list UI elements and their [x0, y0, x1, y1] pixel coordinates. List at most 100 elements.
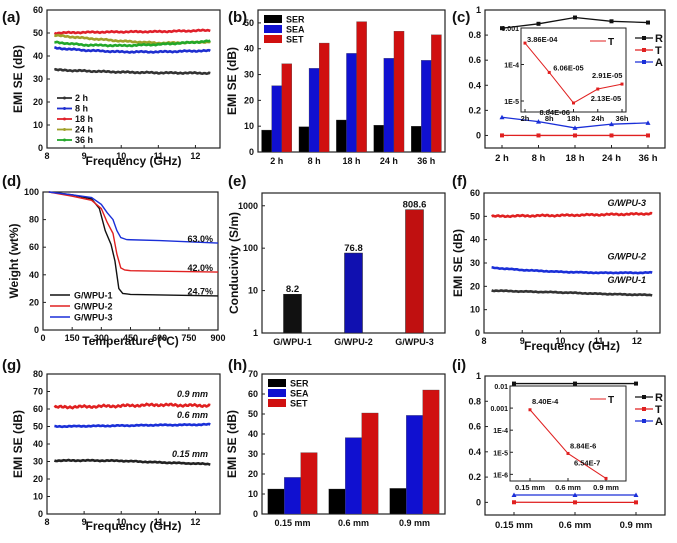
x-tick-label: 36 h [638, 153, 657, 164]
legend-marker [642, 407, 646, 411]
y-tick-label: 0 [34, 325, 39, 335]
panel-label-g: (g) [2, 357, 21, 374]
series-annotation: 0.9 mm [177, 389, 208, 399]
y-tick-label: 30 [33, 74, 43, 84]
panel-label-f: (f) [452, 173, 467, 190]
x-axis-title: Frequency (GHz) [85, 154, 181, 168]
y-tick-label: 80 [29, 215, 39, 225]
inset-marker-T [604, 476, 608, 480]
marker-T [512, 500, 516, 505]
panel-label-a: (a) [2, 9, 20, 26]
marker-A [645, 120, 651, 125]
y-tick-label: 80 [33, 369, 43, 379]
bar-G/WPU-2 [344, 252, 363, 334]
y-tick-label: 40 [244, 44, 254, 54]
y-tick-label: 60 [33, 404, 43, 414]
y-tick-label: 0 [475, 328, 480, 338]
x-tick-label: 12 [190, 517, 200, 527]
y-tick-label: 0.6 [468, 422, 481, 432]
inset-y-tick-label: 1E-6 [493, 472, 508, 479]
legend-marker [63, 107, 66, 110]
legend-swatch [264, 15, 282, 23]
marker-R [512, 381, 516, 386]
y-axis-title: EMI SE (dB) [225, 47, 239, 115]
y-tick-label: 1000 [238, 201, 258, 211]
legend-marker [642, 36, 646, 40]
inset-x-tick-label: 0.6 mm [555, 483, 581, 492]
x-tick-label: 12 [632, 336, 642, 346]
x-tick-label: 11 [594, 336, 604, 346]
y-tick-label: 10 [248, 489, 258, 499]
marker-R [500, 26, 504, 31]
inset-y-tick-label: 1E-5 [493, 450, 508, 457]
legend-label: 36 h [75, 135, 93, 145]
y-tick-label: 40 [29, 270, 39, 280]
legend-marker [63, 117, 66, 121]
x-tick-label: 2 h [495, 153, 509, 164]
legend-label: SET [290, 399, 308, 409]
x-tick-label: 0 [40, 333, 45, 343]
series-line-0.6-mm [54, 422, 211, 429]
plot-frame-d [42, 191, 219, 331]
x-tick-label: 36 h [417, 156, 435, 166]
inset-data-label: 6.54E-7 [574, 458, 600, 467]
legend-marker [642, 60, 646, 64]
legend-label: G/WPU-3 [74, 313, 113, 323]
bar-SET-24h [393, 31, 405, 153]
x-tick-label: 11 [154, 517, 164, 527]
value-annotation: 63.0% [187, 234, 213, 244]
bar-SEA-0.15mm [284, 477, 301, 515]
x-tick-label: 12 [190, 151, 200, 161]
y-tick-label: 20 [248, 469, 258, 479]
marker-A [499, 114, 505, 120]
y-tick-label: 50 [248, 409, 258, 419]
y-tick-label: 0.2 [468, 105, 481, 115]
x-tick-label: 900 [210, 333, 225, 343]
bar-SEA-36h [421, 60, 432, 153]
marker-T [646, 133, 650, 138]
series-line-G/WPU-3 [48, 191, 219, 244]
marker-T [536, 133, 541, 138]
series-line-2-h [53, 67, 211, 76]
x-tick-label: 8 h [532, 153, 546, 164]
y-tick-label: 70 [33, 387, 43, 397]
inset-data-label: 2.91E-05 [592, 71, 622, 80]
marker-T [609, 133, 614, 138]
series-annotation: G/WPU-3 [607, 198, 646, 208]
panel-label-d: (d) [2, 173, 21, 190]
marker-A [633, 492, 639, 498]
y-axis-title: EMI SE (dB) [451, 229, 465, 297]
panel-label-e: (e) [228, 173, 246, 190]
y-tick-label: 10 [248, 286, 258, 296]
bar-G/WPU-1 [283, 293, 302, 334]
inset-frame [520, 27, 627, 113]
x-tick-label: G/WPU-1 [273, 337, 312, 347]
y-tick-label: 60 [33, 5, 43, 15]
inset-y-tick-label: 0.001 [490, 406, 508, 413]
x-tick-label: 18 h [342, 156, 360, 166]
data-label: 76.8 [344, 243, 363, 254]
y-tick-label: 0.8 [468, 396, 481, 406]
legend-swatch [264, 25, 282, 33]
series-line-G-WPU-2 [491, 266, 653, 275]
y-tick-label: 20 [33, 474, 43, 484]
marker-R [536, 21, 541, 26]
x-tick-label: 10 [116, 151, 126, 161]
y-tick-label: 40 [248, 429, 258, 439]
marker-R [573, 381, 577, 386]
y-tick-label: 0.4 [468, 447, 481, 457]
series-line-36-h [54, 39, 211, 48]
inset-frame [509, 385, 627, 482]
marker-A [609, 121, 614, 127]
x-tick-label: 0.9 mm [399, 518, 430, 528]
y-tick-label: 20 [470, 281, 480, 291]
legend-marker [642, 419, 646, 423]
x-tick-label: 0.9 mm [620, 520, 653, 531]
x-axis-title: Frequency (GHz) [85, 519, 181, 533]
x-tick-label: 9 [82, 517, 87, 527]
legend-label: SET [286, 35, 304, 45]
bar-SER-18h [336, 119, 347, 153]
marker-A [511, 492, 517, 498]
x-tick-label: 24 h [380, 156, 398, 166]
y-axis-title: Conducivity (S/m) [227, 212, 241, 314]
